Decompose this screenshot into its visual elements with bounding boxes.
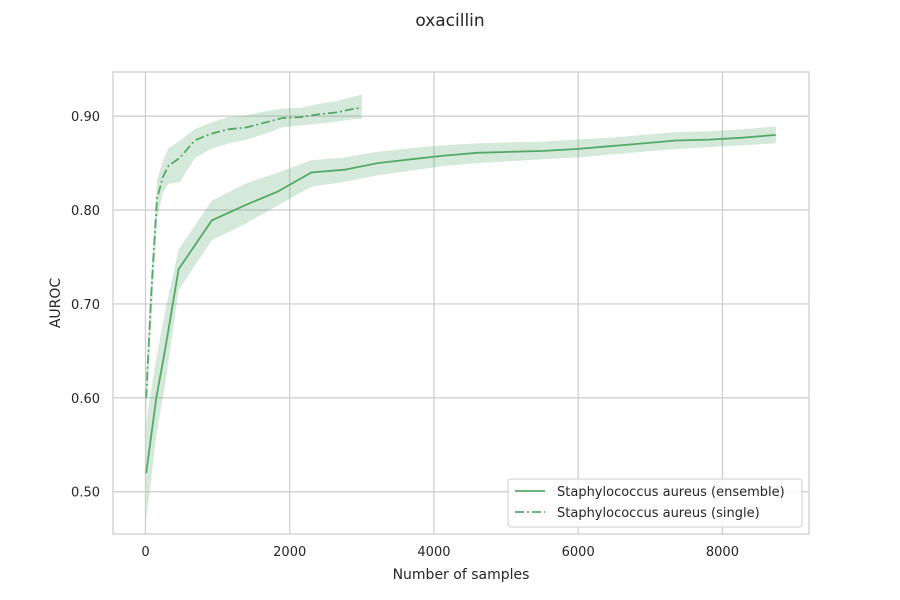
y-tick-label: 0.50 <box>71 486 100 501</box>
series-line-1 <box>145 106 362 398</box>
series-lines <box>145 106 776 474</box>
y-tick-label: 0.60 <box>71 392 100 407</box>
x-tick-label: 4000 <box>417 545 450 560</box>
x-axis-ticks: 0 2000 4000 6000 8000 <box>141 545 739 560</box>
x-tick-label: 0 <box>141 545 149 560</box>
y-tick-label: 0.70 <box>71 298 100 313</box>
y-tick-label: 0.90 <box>71 110 100 125</box>
y-axis-label: AUROC <box>48 278 64 329</box>
series-line-0 <box>145 134 776 474</box>
x-tick-label: 2000 <box>273 545 306 560</box>
legend: Staphylococcus aureus (ensemble) Staphylo… <box>507 478 803 528</box>
x-tick-label: 6000 <box>562 545 595 560</box>
plot-area <box>112 71 810 535</box>
legend-box <box>507 478 803 528</box>
legend-label: Staphylococcus aureus (ensemble) <box>557 485 785 500</box>
x-axis-label: Number of samples <box>393 567 530 583</box>
legend-label: Staphylococcus aureus (single) <box>557 506 760 521</box>
y-axis-ticks: 0.50 0.60 0.70 0.80 0.90 <box>71 110 100 501</box>
x-tick-label: 8000 <box>706 545 739 560</box>
chart-title: oxacillin <box>415 11 484 31</box>
y-tick-label: 0.80 <box>71 204 100 219</box>
